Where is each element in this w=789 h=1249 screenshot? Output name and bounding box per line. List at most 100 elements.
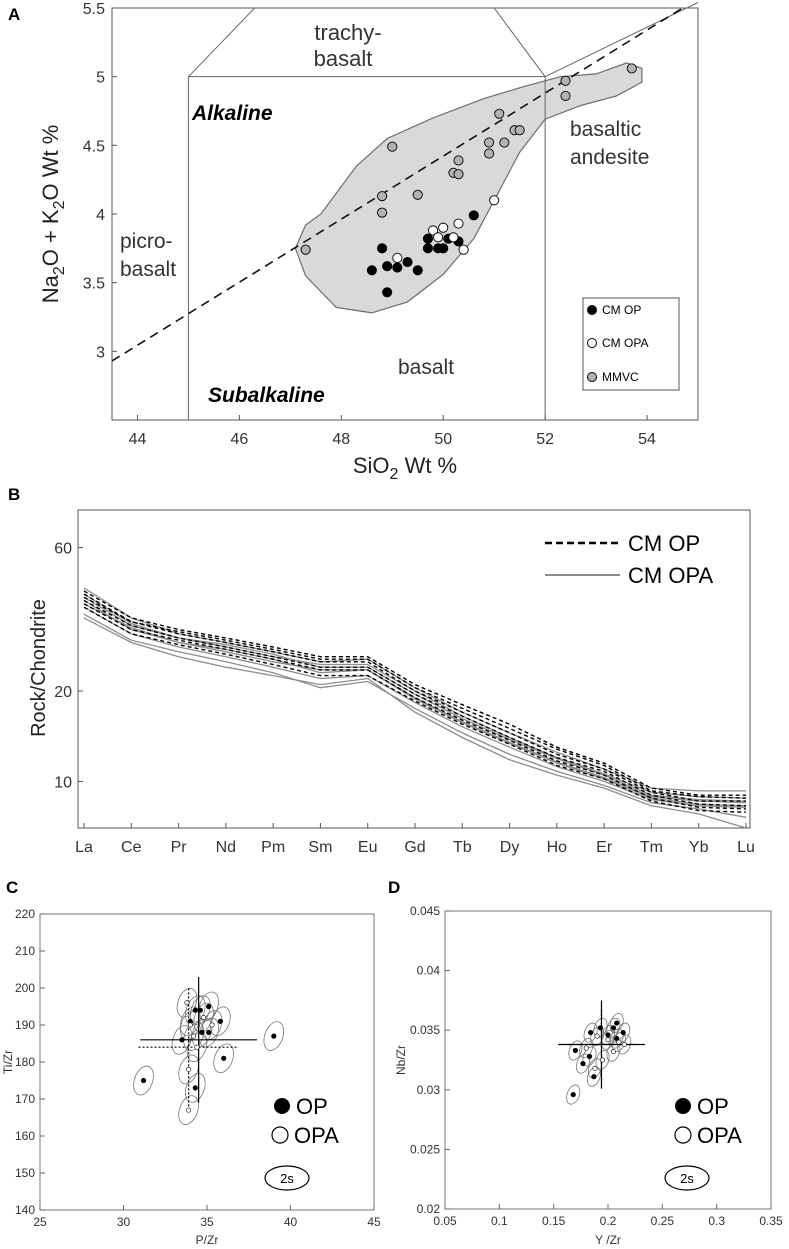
y-tick-label: 60 (54, 541, 72, 558)
error-ellipse (198, 1017, 219, 1048)
y-tick-label: 220 (15, 907, 35, 921)
ree-tick-label: Lu (737, 839, 755, 856)
panel-c-ylabel: Ti/Zr (1, 1050, 15, 1074)
point-mmvc (377, 207, 388, 218)
error-ellipse-key (264, 1165, 310, 1191)
point-mmvc (560, 90, 571, 101)
ree-tick-label: La (75, 839, 93, 856)
panel-c-xlabel: P/Zr (196, 1233, 219, 1247)
panel-b-ylabel: Rock/Chondrite (28, 599, 50, 737)
point-op (206, 1029, 212, 1035)
y-tick-label: 210 (15, 944, 35, 958)
ree-tick-label: Pr (171, 839, 188, 856)
field-label-basaltic: basaltic (570, 118, 641, 141)
point-op (217, 1018, 223, 1024)
error-ellipse (133, 1065, 154, 1096)
point-cm-op (377, 243, 388, 254)
point-mmvc (484, 148, 495, 159)
point-op (591, 1074, 597, 1080)
point-op (221, 1055, 227, 1061)
error-ellipse (568, 1040, 583, 1061)
point-op (580, 1060, 586, 1067)
legend-marker-op-d (675, 1098, 691, 1114)
ree-line-cm-opa (83, 617, 747, 829)
point-mmvc (453, 169, 464, 180)
ree-tick-label: Nd (216, 839, 236, 856)
point-cm-op (438, 243, 449, 254)
x-tick-label: 40 (284, 1215, 298, 1229)
ree-line-cm-opa (83, 596, 747, 802)
x-tick-label: 54 (638, 431, 656, 448)
ree-tick-label: Tb (453, 839, 472, 856)
legend-marker-mmvc (587, 372, 597, 382)
panel-d-nb-y-plot: D 0.05 0.1 0.15 0.2 0.25 0.3 0.35 0.02 0.025 0.03… (388, 878, 783, 1247)
panel-b-ree-plot: B La Ce Pr Nd Pm Sm Eu Gd Tb Dy Ho Er Tm Yb Lu 10 20 60 C… (8, 485, 755, 856)
tas-boundary-line (188, 7, 256, 78)
point-opa (186, 1066, 192, 1072)
panel-a-xlabel: SiO2 Wt % (353, 453, 457, 483)
panel-d-xlabel: Y /Zr (595, 1233, 621, 1247)
mmvc-field-outline (294, 62, 643, 314)
point-mmvc (494, 108, 505, 119)
error-ellipse (178, 1054, 199, 1085)
x-tick-label: 46 (230, 431, 248, 448)
panel-d-label: D (388, 878, 400, 897)
field-label-picro-basalt: basalt (120, 258, 176, 281)
x-tick-label: 45 (367, 1215, 381, 1229)
point-cm-opa (453, 218, 464, 229)
y-tick-label: 0.035 (410, 1023, 440, 1037)
point-opa (616, 1039, 622, 1045)
y-tick-label: 10 (54, 774, 72, 791)
point-mmvc (412, 189, 423, 200)
point-op (614, 1035, 620, 1042)
point-mmvc (377, 191, 388, 202)
panel-b-label: B (8, 485, 20, 504)
ree-line-cm-opa (83, 587, 746, 792)
point-cm-op (412, 265, 423, 276)
point-opa (191, 1033, 197, 1039)
field-label-subalkaline: Subalkaline (208, 384, 325, 407)
panel-d-ylabel: Nb/Zr (394, 1045, 408, 1075)
panel-c-data (133, 976, 285, 1125)
legend-label-cm-opa: CM OPA (602, 336, 648, 350)
point-cm-op (392, 262, 403, 273)
x-tick-label: 25 (33, 1215, 47, 1229)
error-ellipse-label: 2s (280, 1171, 294, 1186)
point-opa (209, 1022, 215, 1028)
point-opa (201, 1015, 207, 1021)
error-ellipse (185, 1073, 206, 1103)
point-cm-opa (458, 244, 469, 255)
alkaline-divider-line (111, 7, 684, 362)
point-mmvc (300, 244, 311, 255)
y-tick-label: 140 (15, 1203, 35, 1217)
error-ellipse (213, 1043, 234, 1074)
point-op (570, 1091, 576, 1098)
point-mmvc (499, 137, 510, 148)
ree-tick-label: Dy (500, 839, 520, 856)
point-op (605, 1032, 611, 1038)
error-ellipse (566, 1084, 581, 1105)
field-label-trachy-basalt: basalt (314, 46, 373, 71)
field-label-trachy: trachy- (314, 20, 381, 45)
point-op (586, 1053, 593, 1060)
x-tick-label: 0.1 (491, 1214, 508, 1228)
y-tick-label: 0.025 (410, 1142, 440, 1156)
y-tick-label: 4.5 (83, 138, 105, 155)
y-tick-label: 5 (96, 70, 105, 87)
error-ellipse (595, 1049, 610, 1071)
x-tick-label: 48 (332, 431, 350, 448)
x-tick-label: 35 (200, 1215, 214, 1229)
x-tick-label: 52 (536, 431, 554, 448)
panel-a-ylabel: Na2O + K2O Wt % (38, 125, 68, 304)
y-tick-label: 150 (15, 1166, 35, 1180)
point-mmvc (560, 75, 571, 86)
tas-boundary-line (544, 2, 699, 78)
point-opa (605, 1037, 611, 1043)
point-op (610, 1025, 617, 1031)
y-tick-label: 3 (96, 344, 105, 361)
point-opa (610, 1049, 616, 1055)
ree-tick-label: Ce (121, 839, 142, 856)
y-tick-label: 180 (15, 1055, 35, 1069)
legend-label-opa-d: OPA (697, 1123, 742, 1148)
legend-label-ree-cm-opa: CM OPA (628, 563, 713, 588)
